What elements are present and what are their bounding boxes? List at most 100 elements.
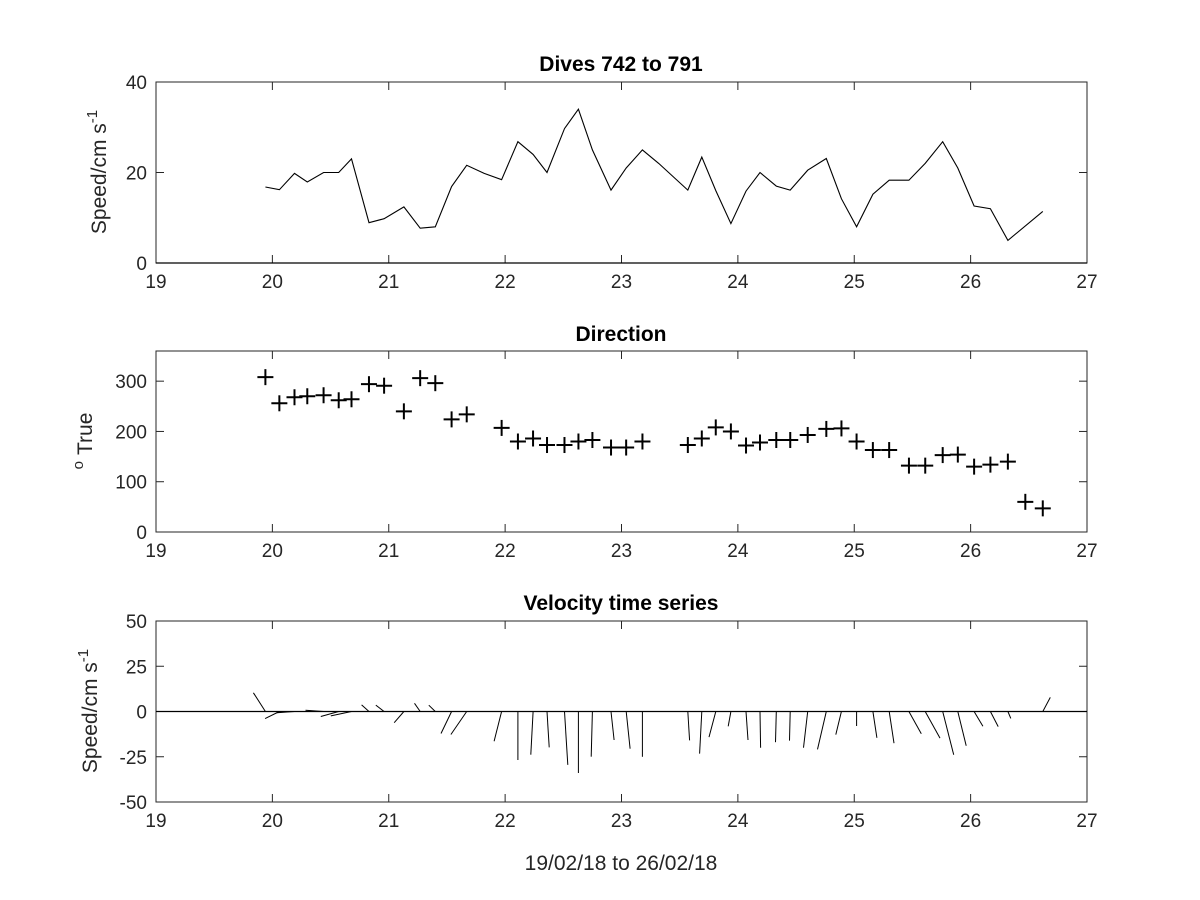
direction-chart-y-tick-label: 100 bbox=[115, 473, 147, 494]
velocity-stick bbox=[727, 711, 732, 727]
direction-point bbox=[412, 370, 429, 387]
velocity-stick bbox=[1042, 697, 1051, 712]
direction-chart-title: Direction bbox=[575, 323, 666, 346]
speed-chart-y-tick-label: 0 bbox=[136, 254, 147, 275]
direction-point bbox=[343, 391, 360, 408]
speed-chart-ticks: 19 20 21 22 23 24 25 26 27 0 20 40 bbox=[126, 73, 1098, 293]
direction-chart-ticks: 19 20 21 22 23 24 25 26 27 0 100 200 300 bbox=[115, 351, 1098, 562]
direction-point bbox=[427, 375, 444, 392]
speed-chart-x-tick-label: 22 bbox=[495, 272, 516, 293]
velocity-chart-y-tick-label: 0 bbox=[136, 703, 147, 724]
velocity-chart-ticks: 19 20 21 22 23 24 25 26 27 -50 -25 0 25 50 bbox=[120, 612, 1098, 832]
direction-point bbox=[618, 439, 635, 456]
direction-chart-x-tick-label: 24 bbox=[727, 541, 749, 562]
velocity-chart-x-tick-label: 27 bbox=[1076, 811, 1097, 832]
direction-point bbox=[934, 447, 951, 464]
direction-point bbox=[376, 377, 393, 394]
velocity-chart-y-tick-label: 25 bbox=[126, 657, 147, 678]
velocity-chart-y-tick-label: -50 bbox=[120, 793, 147, 814]
direction-point bbox=[864, 442, 881, 459]
direction-chart-plot-area bbox=[155, 350, 1088, 533]
velocity-chart-x-tick-label: 19 bbox=[145, 811, 166, 832]
velocity-chart-y-tick-label: -25 bbox=[120, 748, 147, 769]
speed-chart-x-tick-label: 26 bbox=[960, 272, 981, 293]
velocity-stick bbox=[546, 711, 550, 748]
direction-point bbox=[539, 437, 556, 454]
direction-point bbox=[833, 420, 850, 437]
direction-point bbox=[966, 458, 983, 475]
direction-point bbox=[556, 437, 573, 454]
velocity-chart-x-tick-label: 25 bbox=[844, 811, 865, 832]
direction-point bbox=[1034, 500, 1051, 517]
velocity-stick bbox=[530, 711, 534, 755]
speed-chart-x-tick-label: 19 bbox=[145, 272, 166, 293]
velocity-stick bbox=[759, 711, 762, 748]
direction-point bbox=[570, 433, 587, 450]
velocity-stick bbox=[888, 711, 895, 744]
direction-point bbox=[299, 388, 316, 405]
velocity-series bbox=[156, 692, 1087, 773]
velocity-stick bbox=[957, 711, 967, 746]
velocity-chart-xlabel: 19/02/18 to 26/02/18 bbox=[525, 852, 718, 875]
speed-series bbox=[156, 108, 1087, 264]
velocity-stick bbox=[375, 704, 385, 712]
direction-chart-ylabel-text: True bbox=[74, 413, 97, 455]
velocity-stick bbox=[973, 711, 984, 727]
velocity-stick bbox=[493, 711, 503, 742]
direction-chart-x-tick-label: 20 bbox=[262, 541, 283, 562]
direction-point bbox=[458, 406, 475, 423]
velocity-stick bbox=[989, 711, 999, 727]
velocity-stick bbox=[590, 711, 593, 757]
velocity-stick bbox=[1007, 711, 1012, 719]
speed-chart-ylabel-superscript: -1 bbox=[84, 110, 101, 123]
speed-chart-x-tick-label: 23 bbox=[611, 272, 632, 293]
velocity-stick bbox=[835, 711, 842, 735]
direction-point bbox=[634, 433, 651, 450]
direction-chart-x-tick-label: 25 bbox=[844, 541, 865, 562]
velocity-stick bbox=[305, 709, 324, 712]
velocity-stick bbox=[789, 711, 791, 741]
direction-point bbox=[603, 439, 620, 456]
speed-chart-x-tick-label: 24 bbox=[727, 272, 749, 293]
direction-point bbox=[271, 395, 288, 412]
direction-chart-x-tick-label: 22 bbox=[495, 541, 516, 562]
direction-point bbox=[782, 431, 799, 448]
velocity-stick bbox=[924, 711, 941, 739]
direction-point bbox=[707, 419, 724, 436]
velocity-chart: Velocity time series 19 20 21 22 23 24 25 26 27 -… bbox=[75, 592, 1098, 875]
speed-chart-title: Dives 742 to 791 bbox=[539, 53, 703, 76]
direction-chart-x-tick-label: 23 bbox=[611, 541, 632, 562]
direction-point bbox=[722, 423, 739, 440]
direction-point bbox=[881, 442, 898, 459]
speed-chart-ylabel-text: Speed/cm s bbox=[88, 123, 111, 234]
speed-series-line bbox=[265, 108, 1044, 242]
velocity-stick bbox=[440, 711, 453, 734]
speed-chart-y-tick-label: 20 bbox=[126, 164, 147, 185]
direction-point bbox=[679, 437, 696, 454]
velocity-stick bbox=[872, 711, 878, 738]
direction-point bbox=[1017, 493, 1034, 510]
velocity-chart-ylabel: Speed/cm s-1 bbox=[75, 649, 102, 773]
speed-chart-x-tick-label: 27 bbox=[1076, 272, 1097, 293]
velocity-stick bbox=[564, 711, 569, 765]
velocity-stick bbox=[908, 711, 922, 734]
velocity-stick bbox=[625, 711, 631, 749]
velocity-stick bbox=[428, 704, 436, 712]
velocity-stick bbox=[817, 711, 827, 750]
velocity-stick bbox=[708, 711, 717, 738]
velocity-chart-x-tick-label: 21 bbox=[378, 811, 399, 832]
direction-point bbox=[286, 389, 303, 406]
velocity-chart-ylabel-superscript: -1 bbox=[75, 649, 92, 662]
velocity-stick bbox=[775, 711, 777, 743]
velocity-stick bbox=[745, 711, 749, 741]
velocity-stick bbox=[803, 711, 809, 748]
velocity-stick bbox=[252, 692, 266, 712]
velocity-stick bbox=[942, 711, 955, 755]
velocity-chart-x-tick-label: 20 bbox=[262, 811, 283, 832]
direction-point bbox=[768, 431, 785, 448]
direction-point bbox=[584, 431, 601, 448]
direction-chart-x-tick-label: 27 bbox=[1076, 541, 1097, 562]
direction-point bbox=[330, 392, 347, 409]
direction-point bbox=[751, 434, 768, 451]
